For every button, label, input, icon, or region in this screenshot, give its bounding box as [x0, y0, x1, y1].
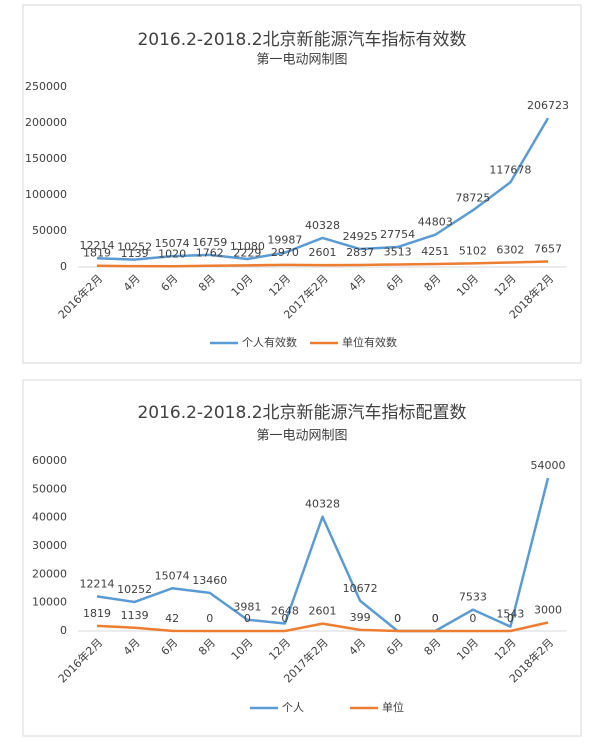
- data-label: 0: [432, 612, 439, 625]
- y-tick-label: 60000: [32, 454, 67, 467]
- data-label: 44803: [418, 216, 453, 229]
- data-label: 399: [350, 611, 371, 624]
- data-label: 40328: [305, 219, 340, 232]
- y-tick-label: 30000: [32, 539, 67, 552]
- data-label: 40328: [305, 498, 340, 511]
- data-label: 0: [281, 612, 288, 625]
- data-label: 4251: [421, 245, 449, 258]
- data-label: 1819: [83, 607, 111, 620]
- legend-label: 单位: [382, 700, 404, 714]
- y-tick-label: 250000: [25, 80, 67, 93]
- y-tick-label: 20000: [32, 567, 67, 580]
- y-tick-label: 40000: [32, 511, 67, 524]
- data-label: 1020: [158, 247, 186, 260]
- data-label: 3981: [233, 601, 261, 614]
- data-label: 7657: [534, 242, 562, 255]
- chart-title: 2016.2-2018.2北京新能源汽车指标配置数: [137, 403, 466, 423]
- data-label: 1819: [83, 247, 111, 260]
- y-tick-label: 100000: [25, 188, 67, 201]
- chart-subtitle: 第一电动网制图: [256, 429, 347, 444]
- data-label: 7533: [459, 591, 487, 604]
- data-label: 12214: [80, 239, 115, 252]
- data-label: 10252: [117, 583, 152, 596]
- data-label: 2601: [309, 246, 337, 259]
- legend-label: 单位有效数: [342, 335, 397, 349]
- y-tick-label: 0: [60, 260, 67, 273]
- data-label: 1139: [121, 247, 149, 260]
- data-label: 117678: [489, 163, 531, 176]
- data-label: 0: [469, 612, 476, 625]
- legend-label: 个人: [282, 701, 304, 714]
- data-label: 10672: [343, 582, 378, 595]
- data-label: 13460: [192, 574, 227, 587]
- chart-subtitle: 第一电动网制图: [256, 53, 347, 68]
- data-label: 42: [165, 612, 179, 625]
- data-label: 2648: [271, 604, 299, 617]
- data-label: 19987: [267, 234, 302, 247]
- data-label: 11080: [230, 240, 265, 253]
- data-label: 78725: [455, 191, 490, 204]
- data-label: 2837: [346, 246, 374, 259]
- data-label: 2229: [233, 246, 261, 259]
- y-tick-label: 200000: [25, 116, 67, 129]
- data-label: 1543: [496, 608, 524, 621]
- data-label: 1139: [121, 609, 149, 622]
- y-tick-label: 10000: [32, 596, 67, 609]
- series-line: [96, 477, 550, 633]
- data-label: 0: [394, 612, 401, 625]
- chart-frame: [22, 379, 582, 737]
- data-label: 5102: [459, 244, 487, 257]
- data-label: 206723: [527, 99, 569, 112]
- data-label: 0: [507, 612, 514, 625]
- legend-label: 个人有效数: [242, 335, 297, 349]
- y-tick-label: 50000: [32, 224, 67, 237]
- y-tick-label: 150000: [25, 152, 67, 165]
- data-label: 1762: [196, 247, 224, 260]
- data-label: 0: [244, 612, 251, 625]
- chart-frame: [22, 4, 582, 364]
- chart-title: 2016.2-2018.2北京新能源汽车指标有效数: [137, 30, 466, 50]
- data-label: 15074: [155, 569, 190, 582]
- series-line: [96, 117, 550, 261]
- data-label: 54000: [531, 459, 566, 472]
- data-label: 10252: [117, 241, 152, 254]
- data-label: 6302: [496, 243, 524, 256]
- y-tick-label: 0: [60, 624, 67, 637]
- data-label: 3513: [384, 245, 412, 258]
- data-label: 16759: [192, 236, 227, 249]
- data-label: 0: [432, 612, 439, 625]
- data-label: 15074: [155, 237, 190, 250]
- data-label: 0: [394, 612, 401, 625]
- series-line: [96, 260, 549, 268]
- series-line: [96, 621, 549, 633]
- data-label: 2970: [271, 246, 299, 259]
- y-tick-label: 50000: [32, 482, 67, 495]
- data-label: 12214: [80, 577, 115, 590]
- data-label: 0: [206, 612, 213, 625]
- data-label: 27754: [380, 228, 415, 241]
- data-label: 3000: [534, 604, 562, 617]
- data-label: 2601: [309, 605, 337, 618]
- data-label: 24925: [343, 230, 378, 243]
